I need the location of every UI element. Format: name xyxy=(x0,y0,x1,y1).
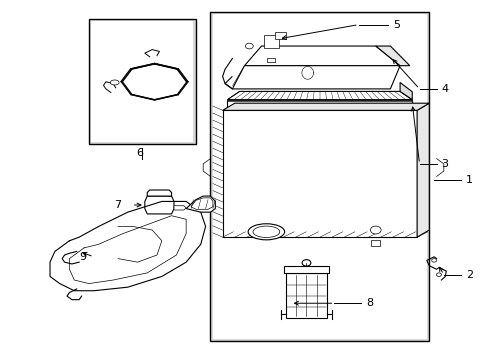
Bar xyxy=(91,21,193,143)
Text: 5: 5 xyxy=(392,19,399,30)
Polygon shape xyxy=(186,196,215,212)
Polygon shape xyxy=(375,46,409,66)
Bar xyxy=(284,266,328,273)
Bar xyxy=(275,32,285,39)
Text: 3: 3 xyxy=(441,159,447,169)
Ellipse shape xyxy=(252,226,279,238)
Polygon shape xyxy=(416,103,428,237)
Bar xyxy=(370,240,379,246)
Bar xyxy=(227,100,411,109)
Polygon shape xyxy=(191,198,212,209)
Polygon shape xyxy=(227,91,411,100)
Bar xyxy=(212,14,426,339)
Polygon shape xyxy=(144,196,174,214)
Circle shape xyxy=(431,258,436,262)
Bar xyxy=(264,35,278,48)
Bar xyxy=(267,58,275,62)
Polygon shape xyxy=(222,103,428,111)
Polygon shape xyxy=(224,76,232,89)
Bar xyxy=(222,111,416,237)
Bar xyxy=(285,273,326,318)
Bar xyxy=(89,19,196,144)
Circle shape xyxy=(245,43,253,49)
Polygon shape xyxy=(147,190,171,196)
Polygon shape xyxy=(399,82,411,100)
Text: 4: 4 xyxy=(441,84,447,94)
Ellipse shape xyxy=(247,224,284,240)
Text: 1: 1 xyxy=(465,175,472,185)
Polygon shape xyxy=(232,66,399,89)
Text: 2: 2 xyxy=(465,270,472,280)
Text: 8: 8 xyxy=(366,298,372,308)
Ellipse shape xyxy=(302,260,310,266)
Ellipse shape xyxy=(110,80,119,85)
Text: 9: 9 xyxy=(79,252,86,262)
Bar xyxy=(210,12,428,341)
Bar xyxy=(227,107,411,109)
Polygon shape xyxy=(244,46,399,66)
Text: 6: 6 xyxy=(136,148,143,158)
Ellipse shape xyxy=(370,226,380,234)
Polygon shape xyxy=(174,206,186,210)
Text: 7: 7 xyxy=(114,200,121,210)
Circle shape xyxy=(436,273,441,276)
Bar xyxy=(227,100,411,102)
